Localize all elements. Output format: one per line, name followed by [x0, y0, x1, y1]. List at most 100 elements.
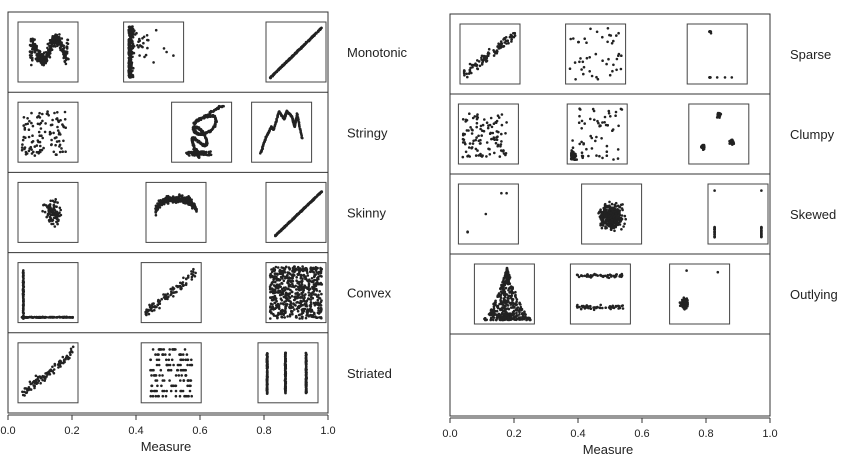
scatter-point — [279, 67, 282, 70]
scatter-point — [510, 303, 513, 306]
scatter-point — [38, 134, 41, 137]
scatter-point — [607, 58, 610, 61]
scatter-point — [601, 36, 604, 39]
scatter-point — [308, 309, 311, 312]
scatter-point — [286, 299, 289, 302]
scatter-point — [575, 155, 578, 158]
scatter-point — [486, 57, 489, 60]
scatter-point — [37, 57, 40, 60]
scatter-point — [148, 313, 151, 316]
scatter-point — [39, 149, 42, 152]
scatter-point — [291, 313, 294, 316]
scatter-point — [58, 316, 61, 319]
scatter-point — [33, 43, 36, 46]
scatter-point — [618, 205, 621, 208]
scatter-point — [495, 136, 498, 139]
scatter-point — [266, 363, 269, 366]
scatter-point — [574, 158, 577, 161]
scatter-point — [167, 202, 170, 205]
scatter-point — [128, 58, 131, 61]
scatter-point — [602, 224, 605, 227]
scatter-point — [599, 222, 602, 225]
scatter-point — [152, 348, 155, 351]
scatter-point — [577, 41, 580, 44]
scatter-point — [160, 200, 163, 203]
scatter-point — [128, 65, 131, 68]
scatter-point — [50, 369, 53, 372]
scatter-point — [728, 142, 731, 145]
scatter-point — [502, 279, 505, 282]
scatter-point — [282, 275, 285, 278]
scatter-point — [29, 50, 32, 53]
scatter-point — [159, 348, 162, 351]
scatter-point — [760, 232, 763, 235]
scatter-point — [606, 154, 609, 157]
thumbnail-frame — [708, 184, 768, 244]
scatter-point — [130, 33, 133, 36]
scatter-point — [284, 378, 287, 381]
scatter-point — [160, 298, 163, 301]
scatter-point — [166, 200, 169, 203]
scatter-point — [319, 297, 322, 300]
scatter-point — [578, 61, 581, 64]
x-tick-label: 1.0 — [320, 425, 335, 437]
scatter-point — [180, 374, 183, 377]
scatter-point — [285, 304, 288, 307]
scatter-point — [199, 150, 202, 153]
scatter-point — [44, 377, 47, 380]
scatter-point — [293, 274, 296, 277]
scatter-point — [44, 61, 47, 64]
scatter-point — [154, 306, 157, 309]
scatter-point — [44, 372, 47, 375]
scatter-point — [291, 55, 294, 58]
scatter-point — [54, 198, 57, 201]
scatter-point — [284, 353, 287, 356]
scatter-point — [303, 274, 306, 277]
scatter-point — [487, 124, 490, 127]
scatter-point — [61, 37, 64, 40]
scatter-point — [589, 28, 592, 31]
scatter-point — [266, 387, 269, 390]
scatter-point — [298, 48, 301, 51]
scatter-point — [138, 38, 141, 41]
scatter-point — [168, 353, 171, 356]
thumbnail-scatterplot — [18, 22, 78, 82]
scatter-point — [298, 314, 301, 317]
scatter-point — [611, 129, 614, 132]
scatter-point — [479, 128, 482, 131]
scatter-point — [512, 32, 515, 35]
scatter-point — [733, 142, 736, 145]
scatter-point — [284, 311, 287, 314]
scatter-point — [164, 298, 167, 301]
scatter-point — [302, 308, 305, 311]
scatter-point — [138, 54, 141, 57]
scatter-point — [500, 192, 503, 195]
scatter-point — [615, 34, 618, 37]
scatter-point — [158, 307, 161, 310]
scatter-point — [301, 315, 304, 318]
thumbnail-scatterplot — [266, 22, 326, 82]
scatter-point — [615, 111, 618, 114]
scatter-point — [272, 267, 275, 270]
scatter-point — [190, 395, 193, 398]
scatter-point — [285, 292, 288, 295]
scatter-point — [480, 134, 483, 137]
scatter-point — [175, 201, 178, 204]
scatter-point — [288, 276, 291, 279]
scatter-point — [295, 316, 298, 319]
x-tick-label: 0.2 — [64, 425, 79, 437]
scatter-point — [65, 316, 68, 319]
scatter-point — [52, 211, 55, 214]
scatter-point — [481, 61, 484, 64]
scatter-point — [53, 208, 56, 211]
scatter-point — [317, 299, 320, 302]
scatter-point — [602, 217, 605, 220]
scatter-point — [30, 112, 33, 115]
scatter-point — [53, 112, 56, 115]
scatter-point — [302, 208, 305, 211]
scatter-point — [44, 316, 47, 319]
scatter-point — [168, 369, 171, 372]
scatter-point — [186, 152, 189, 155]
scatter-point — [470, 72, 473, 75]
scatter-point — [266, 376, 269, 379]
